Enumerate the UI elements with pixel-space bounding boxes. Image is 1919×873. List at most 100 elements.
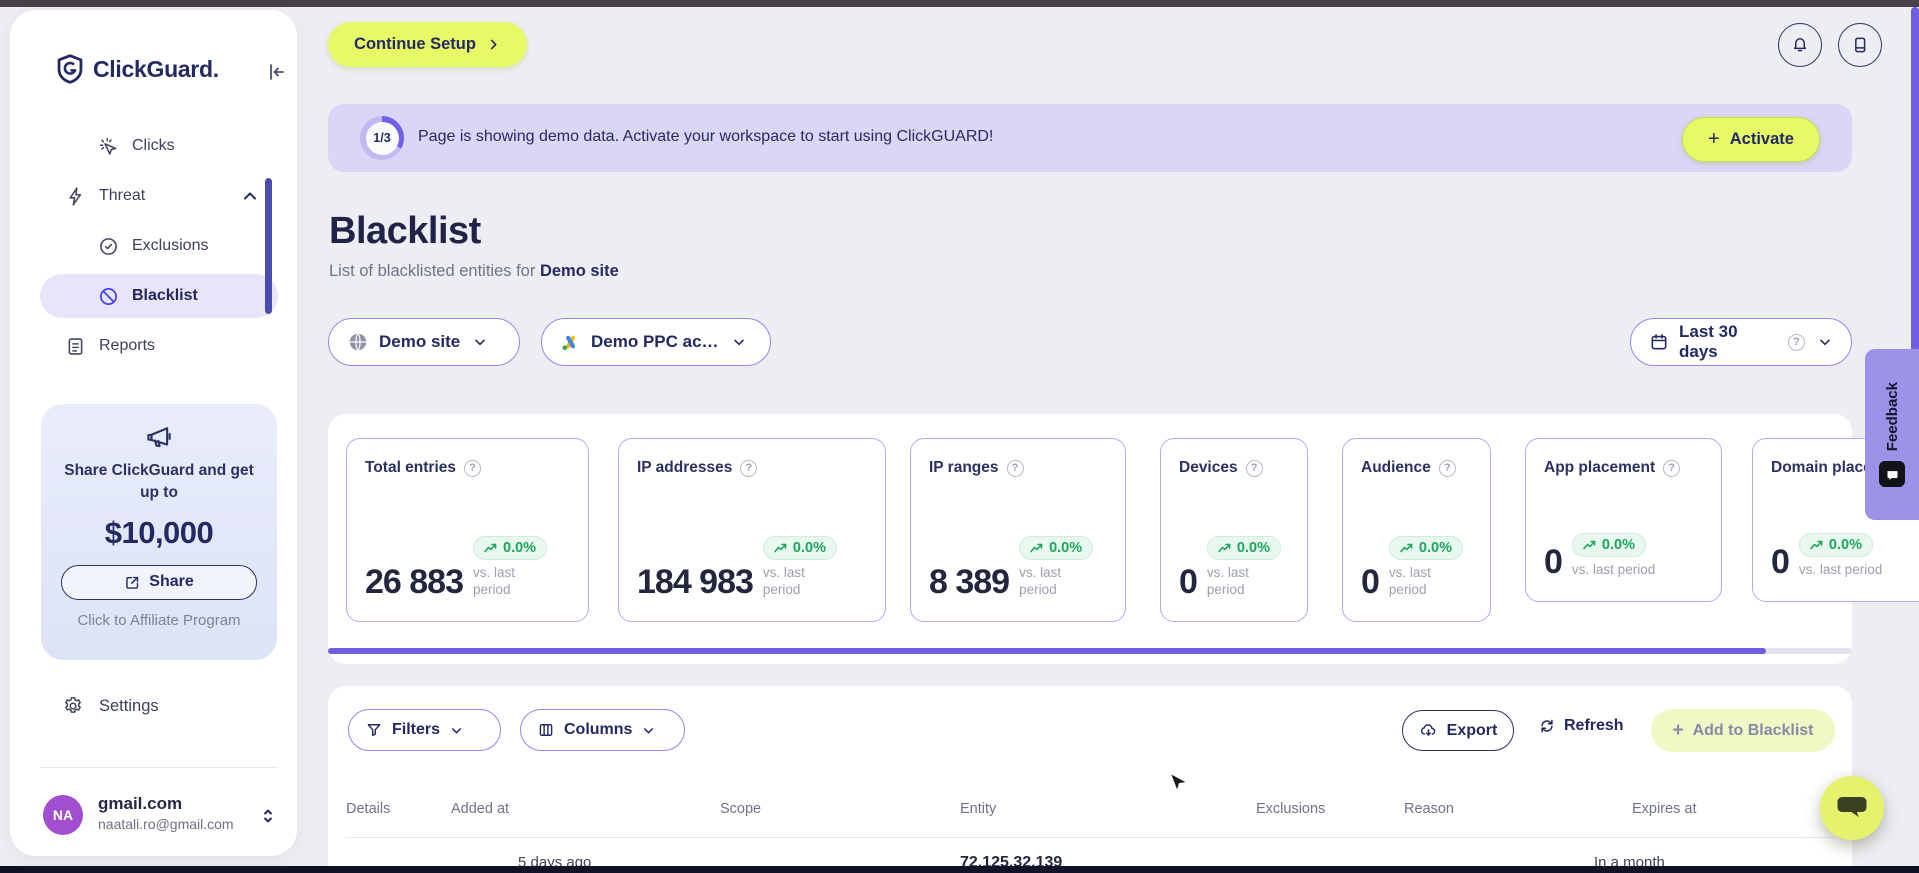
- book-icon: [1850, 35, 1870, 55]
- sidebar-item-label: Blacklist: [132, 287, 198, 304]
- help-icon[interactable]: ?: [464, 459, 482, 477]
- stat-card-value: 0: [1361, 563, 1380, 601]
- stat-card-value: 0: [1771, 543, 1790, 581]
- feedback-mark-icon: [1879, 461, 1905, 488]
- stat-card-value: 0: [1179, 563, 1198, 601]
- stat-card-label: Audience: [1361, 459, 1431, 476]
- column-header-scope: Scope: [720, 801, 762, 817]
- add-to-blacklist-button[interactable]: + Add to Blacklist: [1651, 709, 1835, 752]
- trend-up-icon: [1400, 543, 1413, 553]
- sidebar-item-settings[interactable]: Settings: [62, 695, 159, 717]
- sidebar-item-clicks[interactable]: Clicks: [98, 126, 175, 166]
- affiliate-promo-card[interactable]: Share ClickGuard and get up to $10,000 S…: [41, 404, 277, 660]
- chevron-up-icon[interactable]: [240, 186, 260, 206]
- brand-logo: ClickGuard.: [56, 54, 219, 84]
- trend-badge: 0.0%: [1571, 533, 1646, 558]
- trend-up-icon: [1583, 541, 1596, 550]
- promo-headline: Share ClickGuard and get up to: [64, 462, 254, 502]
- help-icon[interactable]: ?: [1245, 459, 1263, 477]
- trend-up-icon: [1030, 543, 1043, 553]
- document-icon: [65, 336, 86, 357]
- export-button[interactable]: Export: [1402, 710, 1514, 751]
- google-ads-icon: [560, 332, 581, 353]
- chevron-down-icon: [641, 723, 656, 738]
- ban-icon: [98, 286, 119, 307]
- collapse-sidebar-icon[interactable]: [263, 60, 287, 84]
- help-icon[interactable]: ?: [1438, 459, 1456, 477]
- trend-badge: 0.0%: [1798, 533, 1873, 558]
- settings-label: Settings: [99, 696, 159, 715]
- calendar-icon: [1649, 332, 1669, 352]
- page-subtitle: List of blacklisted entities for Demo si…: [329, 262, 619, 281]
- page-title: Blacklist: [329, 210, 481, 252]
- chevron-down-icon: [472, 334, 488, 350]
- feedback-tab[interactable]: Feedback: [1865, 349, 1919, 520]
- cloud-download-icon: [1419, 721, 1438, 740]
- stat-card-value: 26 883: [365, 563, 464, 601]
- stat-card-label: IP addresses: [637, 459, 733, 476]
- stat-card-sublabel: vs. last period: [1388, 564, 1431, 598]
- sidebar-item-reports[interactable]: Reports: [65, 326, 155, 366]
- date-range-value: Last 30 days: [1679, 322, 1738, 361]
- help-icon[interactable]: ?: [740, 459, 758, 477]
- unfold-icon: [258, 803, 278, 829]
- trend-value: 0.0%: [1049, 539, 1083, 556]
- divider: [346, 837, 1834, 838]
- notifications-button[interactable]: [1778, 23, 1822, 67]
- stat-card-label: App placement: [1544, 459, 1656, 476]
- blacklist-table-panel: Filters Columns Export: [328, 686, 1852, 873]
- share-button[interactable]: Share: [61, 564, 257, 600]
- chevron-down-icon: [1817, 334, 1833, 350]
- sidebar-item-label: Threat: [99, 187, 146, 204]
- chat-launcher-button[interactable]: [1820, 776, 1884, 840]
- user-menu[interactable]: NA gmail.com naatali.ro@gmail.com: [36, 792, 282, 842]
- stat-card-app-placement: App placement? 0 0.0% vs. last period: [1525, 438, 1722, 602]
- columns-label: Columns: [564, 721, 633, 738]
- stat-card-total-entries: Total entries? 26 883 0.0% vs. last peri…: [346, 438, 589, 622]
- page-scrollbar-thumb[interactable]: [1911, 7, 1919, 519]
- stat-card-value: 184 983: [637, 563, 754, 601]
- sidebar-item-blacklist[interactable]: Blacklist: [40, 274, 278, 318]
- sidebar-item-label: Clicks: [132, 137, 175, 154]
- help-icon[interactable]: ?: [1006, 459, 1024, 477]
- column-header-expires-at: Expires at: [1632, 801, 1697, 817]
- trend-badge: 0.0%: [1019, 535, 1094, 560]
- nav-scrollbar-thumb[interactable]: [265, 178, 272, 314]
- date-range-picker[interactable]: Last 30 days ?: [1630, 318, 1852, 366]
- activate-button[interactable]: + Activate: [1682, 117, 1820, 162]
- demo-data-banner: 1/3 Page is showing demo data. Activate …: [328, 104, 1852, 172]
- trend-value: 0.0%: [1601, 537, 1635, 554]
- docs-button[interactable]: [1838, 23, 1882, 67]
- globe-icon: [347, 331, 369, 353]
- ppc-account-picker[interactable]: Demo PPC ac…: [541, 318, 771, 366]
- column-header-reason: Reason: [1404, 801, 1454, 817]
- refresh-button[interactable]: Refresh: [1538, 717, 1624, 735]
- continue-setup-button[interactable]: Continue Setup: [328, 22, 527, 67]
- cards-scrollbar-thumb[interactable]: [328, 648, 1766, 654]
- trend-value: 0.0%: [1236, 539, 1270, 556]
- gear-icon: [62, 695, 84, 717]
- trend-value: 0.0%: [1828, 537, 1862, 554]
- trend-badge: 0.0%: [1206, 535, 1281, 560]
- feedback-tab-label: Feedback: [1883, 381, 1901, 452]
- share-button-label: Share: [149, 573, 194, 591]
- trend-badge: 0.0%: [762, 535, 837, 560]
- promo-amount: $10,000: [104, 514, 214, 550]
- columns-button[interactable]: Columns: [520, 709, 685, 751]
- bell-icon: [1790, 35, 1810, 55]
- help-icon[interactable]: ?: [1663, 459, 1681, 477]
- site-picker[interactable]: Demo site: [328, 318, 520, 366]
- filters-button[interactable]: Filters: [348, 709, 501, 751]
- filters-label: Filters: [392, 721, 441, 738]
- page-subtitle-text: List of blacklisted entities for: [329, 262, 536, 280]
- sidebar-item-exclusions[interactable]: Exclusions: [98, 226, 208, 266]
- stat-card-value: 0: [1544, 543, 1563, 581]
- stat-card-sublabel: vs. last period: [1206, 564, 1249, 598]
- help-icon[interactable]: ?: [1788, 333, 1805, 351]
- stat-card-label: Total entries: [365, 459, 457, 476]
- sidebar-item-threat[interactable]: Threat: [65, 176, 145, 216]
- plus-icon: +: [1672, 719, 1684, 741]
- trend-up-icon: [774, 543, 787, 553]
- cursor-click-icon: [98, 136, 119, 157]
- lightning-icon: [65, 186, 86, 207]
